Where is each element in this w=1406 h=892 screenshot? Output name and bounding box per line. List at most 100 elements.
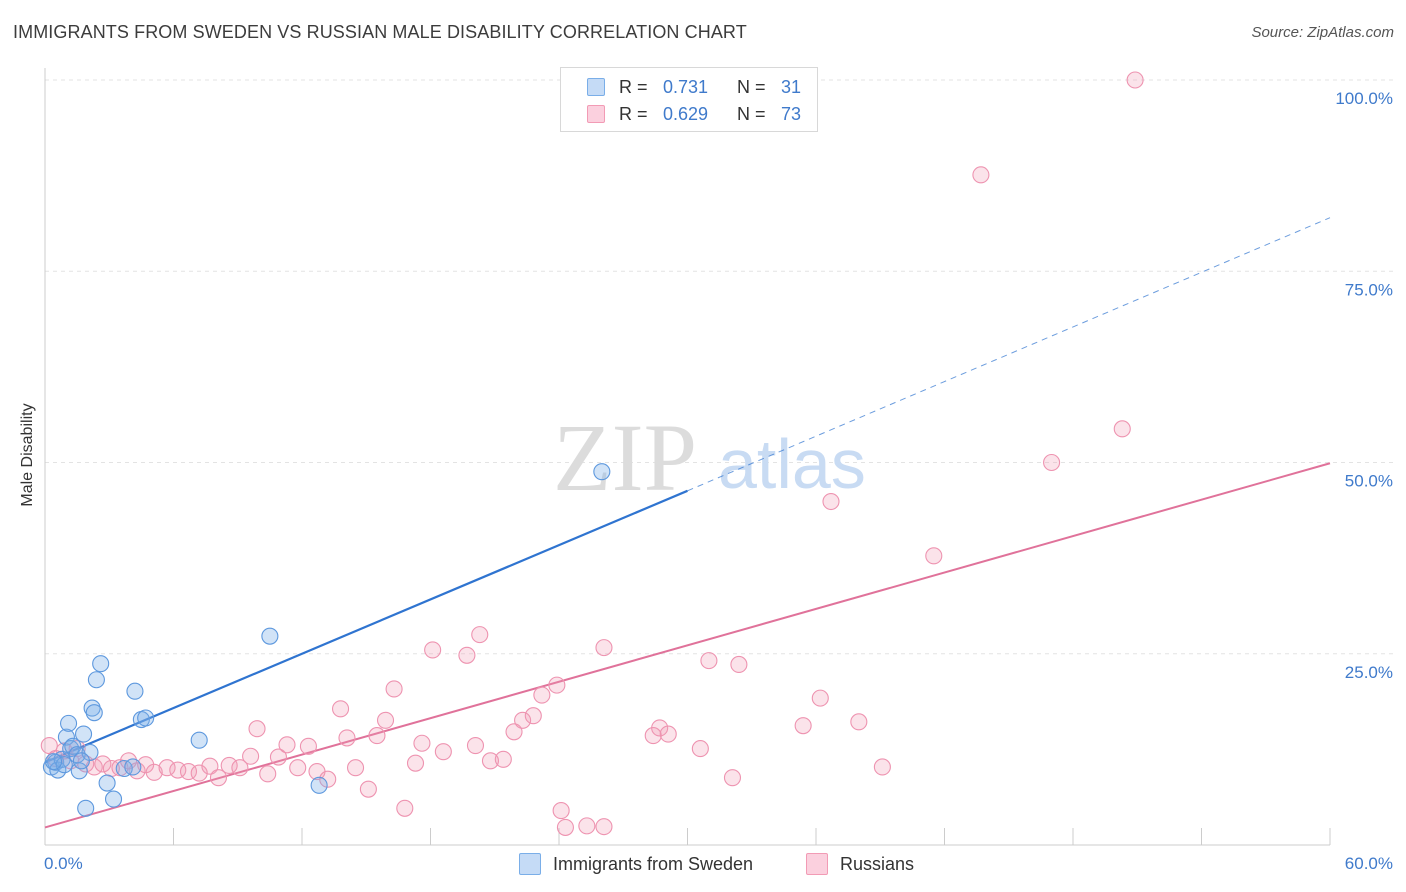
data-point-russians bbox=[242, 747, 260, 765]
n-label: N = bbox=[737, 103, 766, 124]
data-point-sweden bbox=[190, 731, 208, 749]
data-point-russians bbox=[158, 759, 176, 777]
data-point-sweden bbox=[85, 704, 103, 722]
data-point-russians bbox=[319, 770, 337, 788]
data-point-russians bbox=[794, 717, 812, 735]
r-label: R = bbox=[619, 76, 648, 97]
source-label: Source: ZipAtlas.com bbox=[1251, 24, 1394, 41]
data-point-russians bbox=[385, 680, 403, 698]
data-point-russians bbox=[278, 736, 296, 754]
data-point-russians bbox=[730, 655, 748, 674]
data-point-sweden bbox=[83, 699, 101, 717]
data-point-russians bbox=[248, 720, 266, 738]
r-label: R = bbox=[619, 103, 648, 124]
data-point-russians bbox=[524, 707, 542, 725]
data-point-russians bbox=[811, 689, 829, 707]
data-point-russians bbox=[595, 639, 613, 657]
data-point-russians bbox=[466, 736, 485, 755]
regression-lines bbox=[44, 217, 1331, 829]
data-point-russians bbox=[209, 769, 228, 787]
data-point-russians bbox=[548, 676, 566, 694]
y-tick-label: 100.0% bbox=[1335, 89, 1393, 108]
data-point-russians bbox=[346, 759, 365, 777]
data-point-russians bbox=[424, 641, 442, 659]
data-point-russians bbox=[552, 802, 570, 820]
data-point-sweden bbox=[115, 759, 133, 778]
data-point-russians bbox=[659, 725, 677, 743]
legend-item-sweden[interactable]: Immigrants from Sweden bbox=[519, 852, 753, 876]
sweden-swatch bbox=[587, 78, 605, 96]
data-point-russians bbox=[220, 756, 238, 774]
data-point-russians bbox=[413, 734, 431, 752]
stats-legend-row-russians: R = 0.629 N = 73 bbox=[587, 102, 801, 126]
data-point-sweden bbox=[72, 752, 90, 770]
data-point-sweden bbox=[126, 682, 144, 700]
data-point-russians bbox=[201, 757, 219, 775]
regression-line-sweden-extension bbox=[687, 217, 1331, 492]
data-point-russians bbox=[850, 713, 868, 731]
data-point-russians bbox=[925, 547, 943, 565]
data-point-russians bbox=[145, 763, 163, 781]
data-point-sweden bbox=[137, 709, 155, 727]
data-point-russians bbox=[494, 750, 512, 768]
n-value: 73 bbox=[781, 103, 802, 124]
data-point-sweden bbox=[75, 725, 93, 743]
data-point-russians bbox=[299, 737, 317, 755]
n-label: N = bbox=[737, 76, 766, 97]
data-point-russians bbox=[505, 723, 523, 741]
legend-item-russians[interactable]: Russians bbox=[806, 852, 914, 876]
sweden-legend-label: Immigrants from Sweden bbox=[553, 853, 754, 874]
data-point-russians bbox=[396, 799, 414, 817]
data-point-russians bbox=[269, 748, 287, 766]
data-point-russians bbox=[338, 729, 356, 747]
data-points bbox=[40, 71, 1144, 836]
data-point-russians bbox=[169, 761, 187, 779]
y-tick-label: 25.0% bbox=[1345, 663, 1393, 682]
y-tick-label: 75.0% bbox=[1345, 280, 1393, 299]
data-point-russians bbox=[1126, 71, 1144, 89]
data-point-sweden bbox=[45, 753, 63, 771]
data-point-sweden bbox=[60, 714, 78, 732]
russians-legend-swatch bbox=[806, 853, 828, 875]
data-point-russians bbox=[873, 758, 891, 776]
data-point-russians bbox=[331, 700, 350, 718]
data-point-sweden bbox=[261, 627, 279, 645]
sweden-legend-swatch bbox=[519, 853, 541, 875]
regression-line-russians bbox=[44, 462, 1331, 829]
tick-labels: 100.0% 75.0% 50.0% 25.0% 0.0% 60.0% bbox=[44, 89, 1393, 873]
data-point-russians bbox=[368, 727, 386, 745]
regression-line-sweden bbox=[44, 489, 688, 764]
data-point-sweden bbox=[98, 774, 116, 792]
data-point-russians bbox=[94, 755, 112, 773]
data-point-russians bbox=[691, 740, 709, 758]
russians-swatch bbox=[587, 105, 605, 123]
data-point-russians bbox=[434, 743, 452, 761]
data-point-russians bbox=[376, 711, 395, 729]
x-tick-label: 0.0% bbox=[44, 854, 83, 873]
n-value: 31 bbox=[781, 76, 802, 97]
chart-title: IMMIGRANTS FROM SWEDEN VS RUSSIAN MALE D… bbox=[13, 22, 747, 42]
data-point-sweden bbox=[77, 799, 95, 817]
data-point-russians bbox=[481, 752, 500, 770]
x-tick-label: 60.0% bbox=[1345, 854, 1393, 873]
russians-legend-label: Russians bbox=[840, 853, 915, 874]
data-point-sweden bbox=[593, 463, 611, 481]
data-point-sweden bbox=[87, 671, 105, 689]
data-point-russians bbox=[578, 817, 596, 835]
stats-legend: R = 0.731 N = 31 R = 0.629 N = 73 bbox=[560, 67, 818, 132]
data-point-russians bbox=[595, 818, 613, 836]
gridlines bbox=[45, 79, 1395, 655]
data-point-russians bbox=[1113, 420, 1131, 438]
data-point-russians bbox=[822, 492, 840, 511]
data-point-russians bbox=[190, 764, 208, 782]
data-point-russians bbox=[289, 759, 307, 777]
stats-legend-row-sweden: R = 0.731 N = 31 bbox=[587, 75, 801, 99]
data-point-russians bbox=[231, 759, 249, 777]
data-point-russians bbox=[651, 719, 669, 737]
data-point-sweden bbox=[64, 737, 82, 755]
data-point-russians bbox=[556, 818, 574, 836]
data-point-russians bbox=[471, 626, 489, 644]
axes bbox=[44, 68, 1331, 846]
data-point-russians bbox=[179, 763, 198, 781]
data-point-russians bbox=[406, 754, 425, 772]
